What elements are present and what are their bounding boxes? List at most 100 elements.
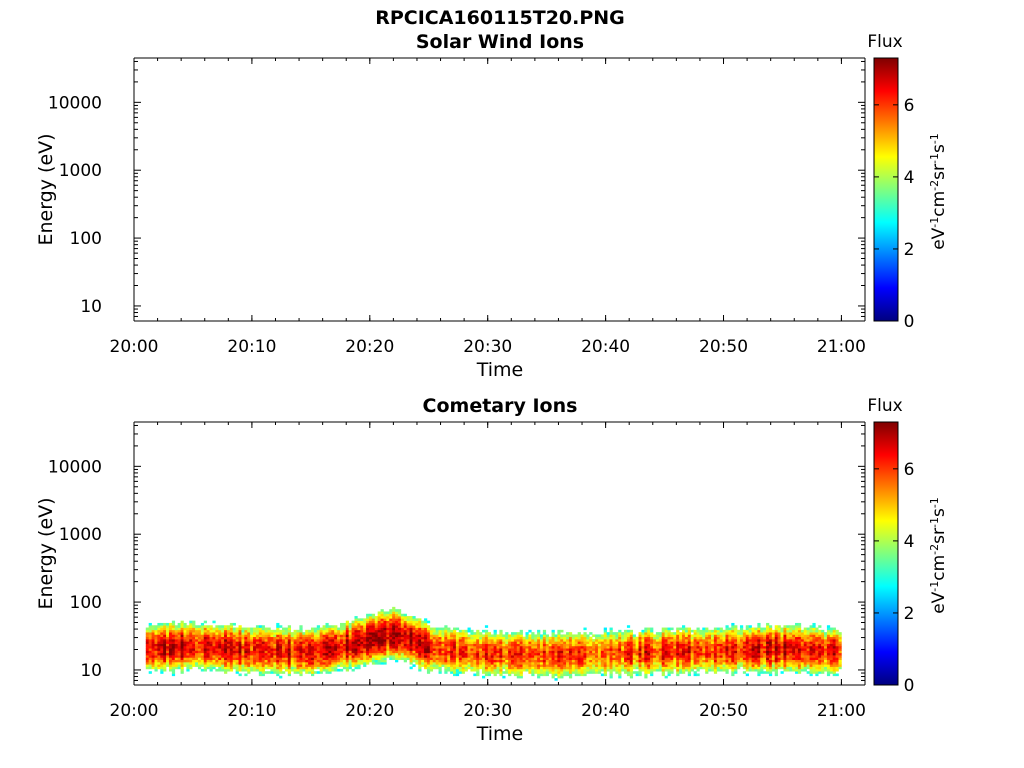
spectrogram-cell <box>690 659 694 663</box>
spectrogram-cell <box>557 643 561 647</box>
spectrogram-cell <box>818 664 822 667</box>
spectrogram-cell <box>725 636 729 640</box>
spectrogram-cell <box>232 648 236 651</box>
spectrogram-cell <box>760 641 764 644</box>
spectrogram-cell <box>189 641 193 644</box>
spectrogram-cell <box>435 634 439 638</box>
spectrogram-cell <box>455 636 460 640</box>
spectrogram-cell <box>435 655 439 658</box>
spectrogram-cell <box>638 664 642 667</box>
spectrogram-cell <box>171 648 176 651</box>
spectrogram-cell <box>438 662 442 665</box>
unit-exponent: -1 <box>928 133 941 144</box>
spectrogram-cell <box>592 655 596 658</box>
spectrogram-cell <box>235 650 239 654</box>
spectrogram-cell <box>655 668 660 672</box>
spectrogram-cell <box>603 659 607 663</box>
spectrogram-cell <box>650 641 654 644</box>
spectrogram-cell <box>203 652 207 656</box>
spectrogram-cell <box>682 632 686 635</box>
spectrogram-cell <box>360 632 364 635</box>
spectrogram-cell <box>331 627 335 631</box>
spectrogram-cell <box>476 639 480 642</box>
spectrogram-cell <box>789 632 793 635</box>
spectrogram-cell <box>276 650 280 654</box>
spectrogram-cell <box>632 636 636 640</box>
spectrogram-cell <box>403 652 407 656</box>
spectrogram-cell <box>429 668 434 672</box>
spectrogram-cell <box>783 657 787 661</box>
spectrogram-cell <box>363 657 367 661</box>
spectrogram-cell <box>487 632 492 635</box>
spectrogram-cell <box>748 641 752 644</box>
spectrogram-cell <box>154 657 158 661</box>
spectrogram-cell <box>287 657 292 661</box>
spectrogram-cell <box>412 652 416 656</box>
spectrogram-cell <box>571 657 576 661</box>
spectrogram-cell <box>615 641 619 644</box>
spectrogram-cell <box>189 636 193 640</box>
spectrogram-cell <box>609 673 613 677</box>
spectrogram-cell <box>719 668 723 672</box>
spectrogram-cell <box>824 662 828 665</box>
spectrogram-cell <box>174 641 178 644</box>
spectrogram-cell <box>264 634 268 638</box>
spectrogram-cell <box>522 650 526 654</box>
spectrogram-cell <box>386 613 390 617</box>
spectrogram-cell <box>163 641 167 644</box>
spectrogram-cell <box>319 662 323 665</box>
spectrogram-cell <box>763 657 767 661</box>
spectrogram-cell <box>224 636 228 640</box>
spectrogram-cell <box>432 645 436 649</box>
spectrogram-cell <box>705 662 709 665</box>
spectrogram-cell <box>154 632 158 635</box>
spectrogram-cell <box>534 636 538 640</box>
spectrogram-cell <box>626 645 631 649</box>
spectrogram-cell <box>519 659 523 663</box>
spectrogram-cell <box>696 662 700 665</box>
spectrogram-cell <box>342 622 347 626</box>
spectrogram-cell <box>342 662 347 665</box>
spectrogram-cell <box>525 645 529 649</box>
spectrogram-cell <box>311 627 315 631</box>
spectrogram-cell <box>522 668 526 672</box>
spectrogram-cell <box>708 636 712 640</box>
spectrogram-cell <box>606 659 610 663</box>
spectrogram-cell <box>206 666 210 670</box>
spectrogram-cell <box>737 655 741 658</box>
y-tick-label: 10 <box>80 661 102 681</box>
spectrogram-cell <box>563 673 567 677</box>
spectrogram-cell <box>284 657 289 661</box>
spectrogram-cell <box>296 639 300 642</box>
spectrogram-cell <box>629 657 634 661</box>
spectrogram-cell <box>406 625 410 628</box>
spectrogram-cell <box>331 643 335 647</box>
spectrogram-cell <box>221 645 225 649</box>
spectrogram-cell <box>409 648 413 651</box>
spectrogram-cell <box>803 666 807 670</box>
spectrogram-cell <box>429 627 434 631</box>
spectrogram-cell <box>768 639 773 642</box>
spectrogram-cell <box>542 639 547 642</box>
spectrogram-cell <box>453 668 457 672</box>
spectrogram-cell <box>444 662 448 665</box>
spectrogram-cell <box>258 659 263 663</box>
spectrogram-cell <box>774 666 778 670</box>
spectrogram-cell <box>768 650 773 654</box>
spectrogram-cell <box>154 634 158 638</box>
spectrogram-cell <box>270 664 274 667</box>
spectrogram-cell <box>595 648 599 651</box>
spectrogram-cell <box>777 650 781 654</box>
spectrogram-cell <box>725 657 729 661</box>
spectrogram-cell <box>455 659 460 663</box>
spectrogram-cell <box>287 641 292 644</box>
spectrogram-cell <box>435 629 439 633</box>
spectrogram-cell <box>331 636 335 640</box>
spectrogram-cell <box>618 652 622 656</box>
spectrogram-cell <box>786 659 790 663</box>
spectrogram-cell <box>267 648 271 651</box>
spectrogram-cell <box>647 648 651 651</box>
spectrogram-cell <box>435 666 439 670</box>
spectrogram-cell <box>366 620 370 624</box>
spectrogram-cell <box>258 666 263 670</box>
